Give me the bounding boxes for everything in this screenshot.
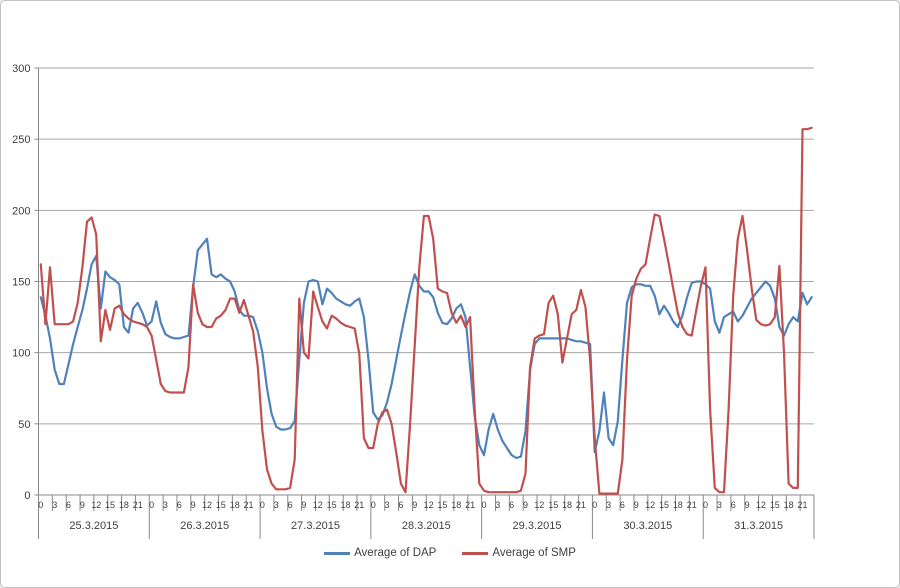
svg-text:0: 0 xyxy=(149,500,154,510)
svg-text:30.3.2015: 30.3.2015 xyxy=(623,520,672,532)
svg-text:21: 21 xyxy=(797,500,807,510)
svg-text:3: 3 xyxy=(717,500,722,510)
svg-text:6: 6 xyxy=(66,500,71,510)
dap-line-swatch xyxy=(324,551,351,555)
svg-text:100: 100 xyxy=(12,348,30,360)
dap-series-line xyxy=(39,237,813,460)
svg-text:15: 15 xyxy=(437,500,447,510)
svg-text:18: 18 xyxy=(230,500,240,510)
svg-text:200: 200 xyxy=(12,205,30,217)
svg-text:0: 0 xyxy=(371,500,376,510)
svg-text:6: 6 xyxy=(620,500,625,510)
svg-text:3: 3 xyxy=(163,500,168,510)
svg-text:150: 150 xyxy=(12,277,30,289)
svg-text:0: 0 xyxy=(24,490,30,502)
svg-text:18: 18 xyxy=(451,500,461,510)
svg-text:21: 21 xyxy=(133,500,143,510)
svg-text:3: 3 xyxy=(52,500,57,510)
svg-text:9: 9 xyxy=(745,500,750,510)
svg-text:18: 18 xyxy=(119,500,129,510)
svg-text:12: 12 xyxy=(424,500,434,510)
svg-text:12: 12 xyxy=(91,500,101,510)
svg-text:15: 15 xyxy=(216,500,226,510)
svg-text:300: 300 xyxy=(12,63,30,75)
svg-text:15: 15 xyxy=(770,500,780,510)
svg-text:18: 18 xyxy=(673,500,683,510)
svg-text:26.3.2015: 26.3.2015 xyxy=(180,520,229,532)
svg-text:9: 9 xyxy=(523,500,528,510)
svg-text:21: 21 xyxy=(465,500,475,510)
svg-text:15: 15 xyxy=(548,500,558,510)
svg-text:15: 15 xyxy=(327,500,337,510)
svg-text:28.3.2015: 28.3.2015 xyxy=(402,520,451,532)
svg-text:25.3.2015: 25.3.2015 xyxy=(69,520,118,532)
svg-text:21: 21 xyxy=(354,500,364,510)
svg-text:6: 6 xyxy=(288,500,293,510)
y-axis-labels: 0 50 100 150 200 250 300 xyxy=(12,63,30,502)
svg-text:9: 9 xyxy=(80,500,85,510)
svg-text:12: 12 xyxy=(534,500,544,510)
svg-text:0: 0 xyxy=(260,500,265,510)
svg-text:9: 9 xyxy=(191,500,196,510)
svg-text:31.3.2015: 31.3.2015 xyxy=(734,520,783,532)
svg-text:18: 18 xyxy=(562,500,572,510)
smp-line-swatch xyxy=(462,551,489,555)
svg-text:15: 15 xyxy=(105,500,115,510)
legend-label-smp: Average of SMP xyxy=(492,547,576,559)
svg-text:0: 0 xyxy=(38,500,43,510)
svg-text:21: 21 xyxy=(576,500,586,510)
svg-text:9: 9 xyxy=(301,500,306,510)
legend-item-dap[interactable]: Average of DAP xyxy=(324,547,436,559)
svg-text:6: 6 xyxy=(509,500,514,510)
svg-text:6: 6 xyxy=(731,500,736,510)
svg-text:3: 3 xyxy=(606,500,611,510)
svg-text:12: 12 xyxy=(756,500,766,510)
svg-text:50: 50 xyxy=(18,419,30,431)
svg-text:12: 12 xyxy=(645,500,655,510)
svg-text:0: 0 xyxy=(481,500,486,510)
svg-text:27.3.2015: 27.3.2015 xyxy=(291,520,340,532)
svg-text:0: 0 xyxy=(592,500,597,510)
svg-text:0: 0 xyxy=(703,500,708,510)
svg-text:15: 15 xyxy=(659,500,669,510)
chart-legend: Average of DAP Average of SMP xyxy=(1,547,899,559)
svg-text:6: 6 xyxy=(177,500,182,510)
legend-item-smp[interactable]: Average of SMP xyxy=(462,547,576,559)
gridlines xyxy=(34,67,814,496)
x-axis-day-labels: 25.3.2015 26.3.2015 27.3.2015 28.3.2015 29.3… xyxy=(69,520,783,532)
svg-text:21: 21 xyxy=(687,500,697,510)
svg-text:9: 9 xyxy=(412,500,417,510)
svg-text:250: 250 xyxy=(12,134,30,146)
svg-text:6: 6 xyxy=(398,500,403,510)
svg-text:12: 12 xyxy=(202,500,212,510)
svg-text:3: 3 xyxy=(384,500,389,510)
svg-text:18: 18 xyxy=(784,500,794,510)
x-axis-hour-labels: 0 3 6 9 12 15 18 21 0 3 6 9 12 15 18 21 0 3 6 9 12 15 18 21 0 3 6 9… xyxy=(38,495,815,539)
svg-text:21: 21 xyxy=(243,500,253,510)
svg-text:12: 12 xyxy=(313,500,323,510)
smp-series-line xyxy=(39,126,813,495)
svg-text:29.3.2015: 29.3.2015 xyxy=(513,520,562,532)
svg-text:3: 3 xyxy=(495,500,500,510)
legend-label-dap: Average of DAP xyxy=(354,547,437,559)
svg-text:9: 9 xyxy=(634,500,639,510)
svg-text:18: 18 xyxy=(340,500,350,510)
svg-text:3: 3 xyxy=(274,500,279,510)
